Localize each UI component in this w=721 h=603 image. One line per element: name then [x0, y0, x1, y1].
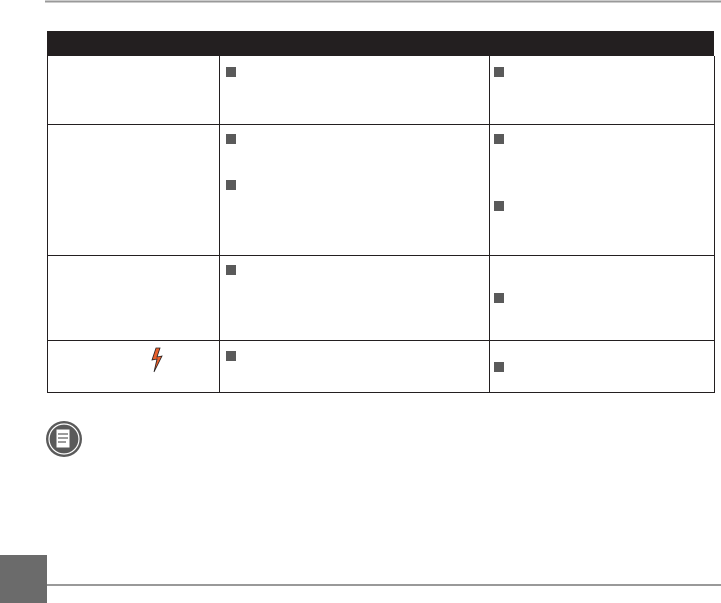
bullets — [226, 67, 504, 372]
bullet — [494, 134, 504, 144]
bullet — [226, 180, 236, 190]
bullet — [226, 67, 236, 77]
bullet — [494, 293, 504, 303]
bullet — [494, 362, 504, 372]
bullet — [226, 265, 236, 275]
bullet — [226, 134, 236, 144]
bullet — [494, 67, 504, 77]
bullet — [226, 351, 236, 361]
table-header — [47, 31, 714, 56]
flash-icon — [151, 347, 163, 373]
page-number-box — [0, 555, 47, 603]
note-icon — [46, 421, 82, 457]
bullet — [494, 201, 504, 211]
table-grid — [47, 56, 715, 393]
